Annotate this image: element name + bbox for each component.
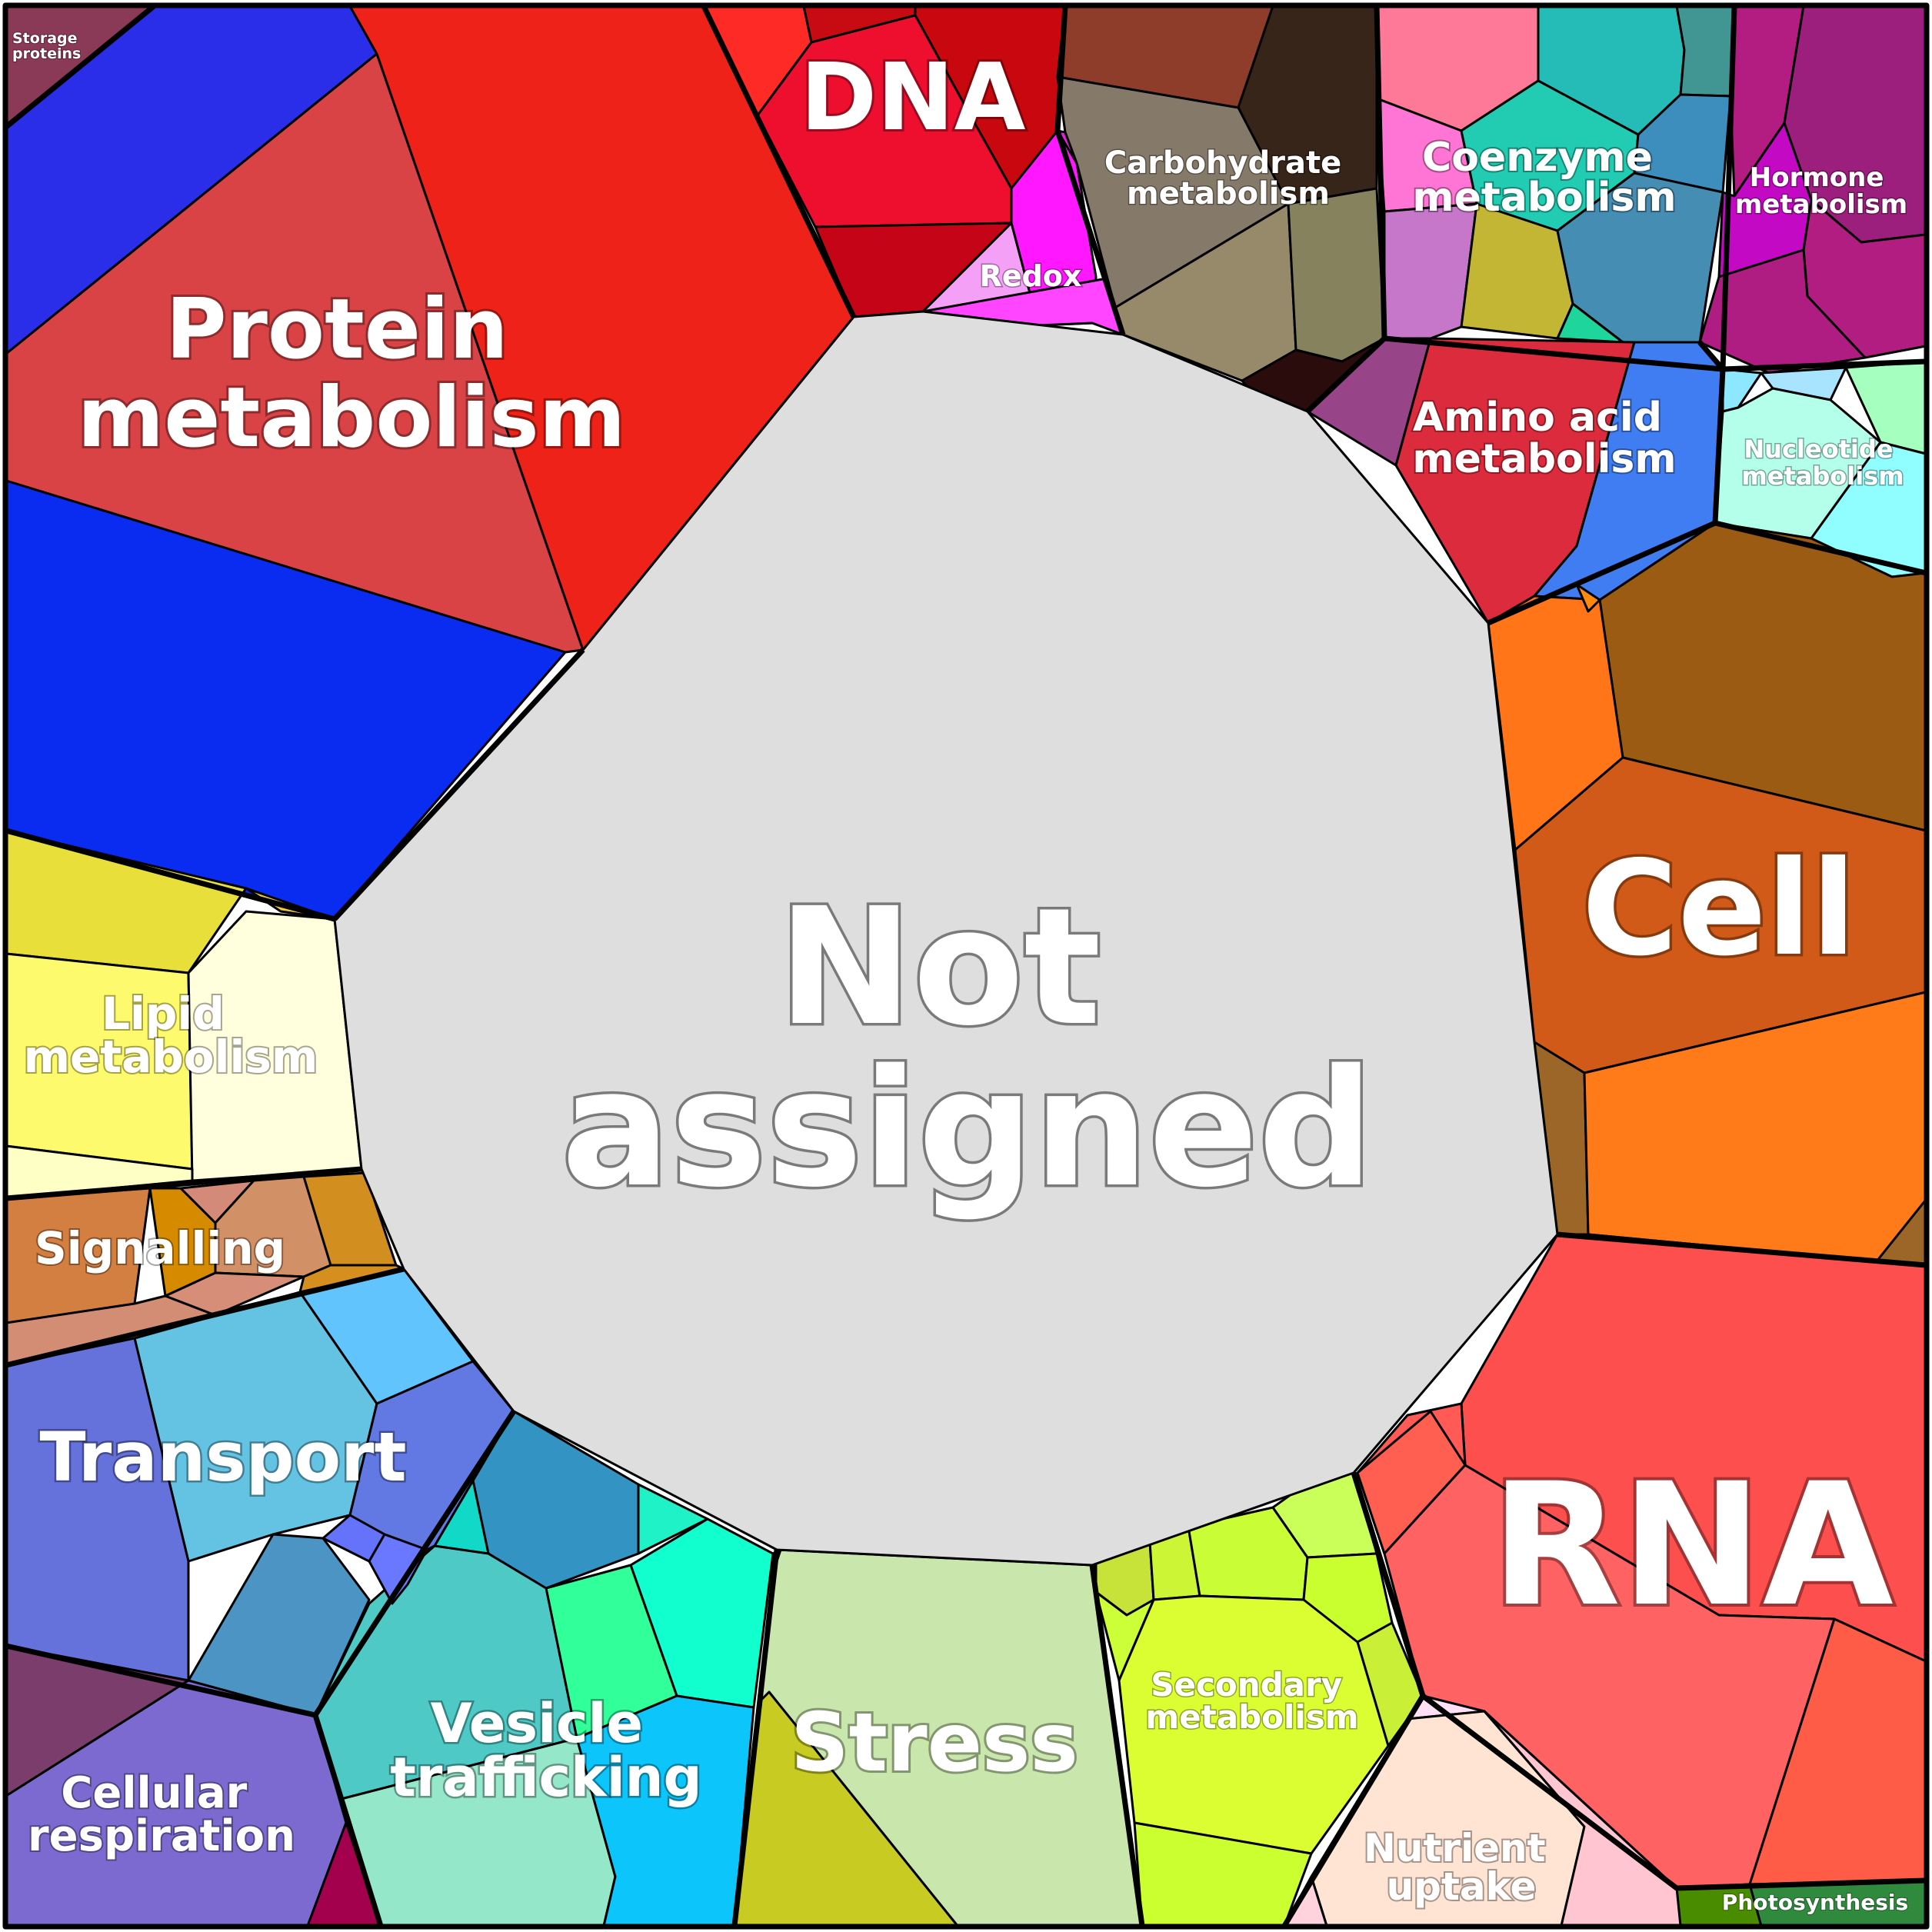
label-nucleotide-metabolism: Nucleotide metabolism <box>1741 435 1904 491</box>
label-redox: Redox <box>980 259 1082 293</box>
label-stress: Stress <box>791 1696 1078 1790</box>
label-photosynthesis: Photosynthesis <box>1722 1890 1908 1915</box>
coenzyme-sub-cell-5 <box>1633 93 1732 194</box>
label-transport: Transport <box>39 1417 406 1497</box>
label-dna: DNA <box>801 45 1026 152</box>
label-cellular-respiration: Cellular respiration <box>28 1768 295 1861</box>
label-carbohydrate-metabolism: Carbohydrate metabolism <box>1104 145 1352 212</box>
vesicle-sub-cell-3 <box>637 1483 709 1555</box>
label-coenzyme-metabolism: Coenzyme metabolism <box>1412 135 1676 221</box>
cell-sub-cell-3 <box>1575 583 1601 613</box>
transport-sub-cell-6 <box>368 1533 428 1605</box>
carb-sub-cell-4 <box>1287 187 1386 363</box>
label-vesicle-trafficking: Vesicle trafficking <box>390 1692 701 1809</box>
label-secondary-metabolism: Secondary metabolism <box>1145 1666 1358 1736</box>
label-rna: RNA <box>1491 1447 1894 1644</box>
label-nutrient-uptake: Nutrient uptake <box>1364 1826 1559 1909</box>
label-storage-proteins: Storage proteins <box>12 30 82 62</box>
label-hormone-metabolism: Hormone metabolism <box>1735 162 1907 220</box>
not-assigned-cell[interactable] <box>333 310 1559 1567</box>
label-lipid-metabolism: Lipid metabolism <box>24 988 318 1083</box>
label-cell: Cell <box>1582 833 1857 985</box>
coenzyme-sub-cell-3 <box>1675 5 1736 98</box>
label-amino-acid-metabolism: Amino acid metabolism <box>1412 395 1676 482</box>
label-not-assigned: Not assigned <box>561 873 1374 1223</box>
secondary-metabolism-main-cell[interactable] <box>1118 1594 1390 1855</box>
label-protein-metabolism: Protein metabolism <box>78 281 626 466</box>
labels: Storage proteins Protein metabolism DNA … <box>12 29 1909 1916</box>
label-signalling: Signalling <box>35 1222 285 1274</box>
